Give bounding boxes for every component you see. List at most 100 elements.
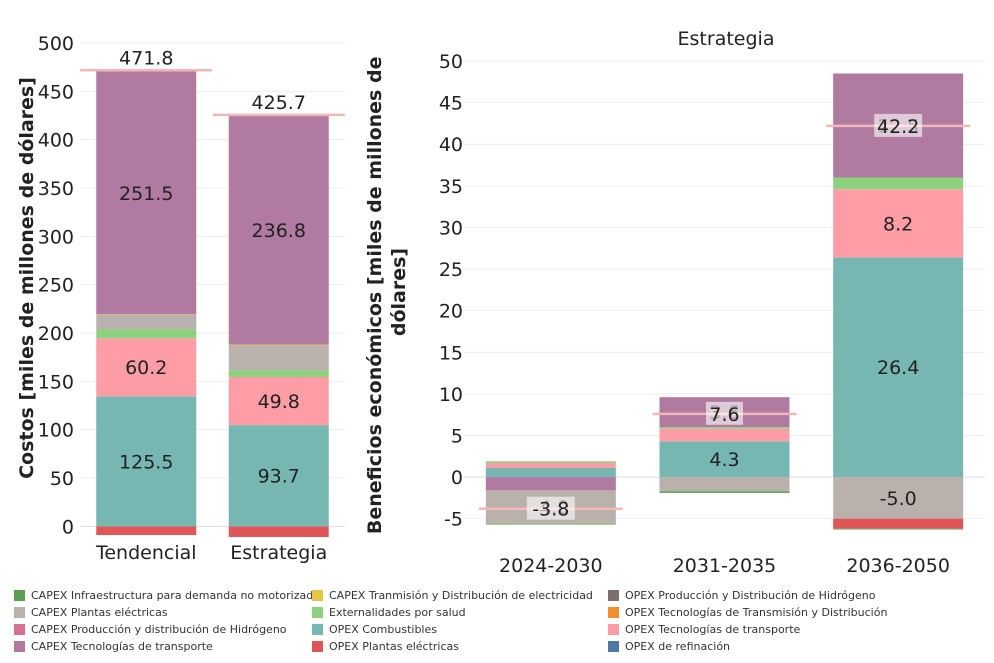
data-label: -5.0 (880, 488, 917, 510)
bar-segment-capex-tranmision-y-distribucion-de-electricidad (228, 344, 329, 346)
legend-item-capex-infraestructura-para-demanda-no-motorizada: CAPEX Infraestructura para demanda no mo… (14, 587, 320, 603)
legend-swatch (312, 623, 323, 635)
bar-segment-capex-tecnologias-de-transporte (485, 477, 616, 491)
x-category-label: 2031-2035 (673, 555, 777, 577)
y-tick-label: 50 (439, 51, 463, 73)
y-tick-label: 10 (439, 384, 463, 406)
data-label: 251.5 (119, 183, 173, 205)
bar-segment-capex-plantas-electricas (228, 345, 329, 371)
bar-segment-externalidades-por-salud (659, 427, 790, 429)
legend-label: CAPEX Plantas eléctricas (31, 605, 168, 619)
legend-swatch (14, 623, 25, 635)
legend-swatch (312, 589, 323, 601)
bar-segment-capex-infraestructura-para-demanda-no-motorizada (833, 528, 964, 530)
data-label: 93.7 (258, 466, 300, 488)
right-chart-title: Estrategia (678, 28, 775, 50)
legend-label: CAPEX Tranmisión y Distribución de elect… (329, 588, 593, 602)
bar-segment-opex-combustibles (96, 396, 197, 527)
bar-segment-capex-plantas-electricas (833, 477, 964, 519)
legend-label: CAPEX Infraestructura para demanda no mo… (31, 588, 320, 602)
bar-segment-opex-combustibles (659, 441, 790, 478)
total-label-bg (706, 401, 743, 425)
legend-label: OPEX Tecnologías de Transmisión y Distri… (625, 605, 888, 619)
y-tick-label: 25 (439, 259, 463, 281)
total-label-bg (526, 496, 575, 520)
left-y-axis-title: Costos [miles de millones de dólares] (16, 77, 38, 479)
legend-swatch (312, 640, 323, 652)
bar-segment-capex-tranmision-y-distribucion-de-electricidad (96, 314, 197, 315)
y-tick-label: 250 (38, 275, 74, 297)
y-tick-label: 20 (439, 301, 463, 323)
y-tick-label: 40 (439, 134, 463, 156)
total-label: 42.2 (877, 116, 919, 138)
bar-segment-opex-plantas-electricas (96, 526, 197, 536)
legend-swatch (608, 606, 619, 618)
total-label: 7.6 (709, 404, 739, 426)
bar-segment-externalidades-por-salud (96, 329, 197, 339)
bar-segment-capex-plantas-electricas (659, 477, 790, 492)
legend-swatch (608, 589, 619, 601)
bar-segment-externalidades-por-salud (228, 370, 329, 377)
legend-item-capex-tecnologias-de-transporte: CAPEX Tecnologías de transporte (14, 638, 213, 654)
bar-segment-opex-combustibles (228, 425, 329, 527)
legend-item-capex-produccion-y-distribucion-de-hidrogeno: CAPEX Producción y distribución de Hidró… (14, 621, 287, 637)
y-tick-label: 300 (38, 226, 74, 248)
data-label: 236.8 (252, 220, 306, 242)
y-tick-label: 350 (38, 178, 74, 200)
legend-label: OPEX de refinación (625, 639, 731, 653)
bar-segment-capex-infraestructura-para-demanda-no-motorizada (485, 523, 616, 525)
y-tick-label: 0 (451, 467, 463, 489)
bar-segment-opex-tecnologias-de-transporte (96, 338, 197, 397)
total-label: 471.8 (119, 47, 173, 69)
bar-segment-opex-tecnologias-de-transporte (659, 428, 790, 442)
data-label: 4.3 (709, 449, 739, 471)
legend: CAPEX Infraestructura para demanda no mo… (14, 587, 989, 657)
y-tick-label: 30 (439, 217, 463, 239)
legend-swatch (608, 623, 619, 635)
y-tick-label: 400 (38, 130, 74, 152)
legend-swatch (14, 606, 25, 618)
legend-swatch (608, 640, 619, 652)
y-tick-label: 5 (451, 425, 463, 447)
bar-segment-opex-tecnologias-de-transporte (833, 189, 964, 258)
x-category-label: Estrategia (230, 542, 327, 564)
bar-segment-opex-plantas-electricas (833, 518, 964, 529)
bar-segment-opex-tecnologias-de-transporte (485, 462, 616, 468)
x-category-label: 2024-2030 (499, 555, 603, 577)
total-label-bg (874, 113, 923, 137)
y-tick-label: 35 (439, 176, 463, 198)
data-label: 26.4 (877, 357, 919, 379)
legend-label: CAPEX Producción y distribución de Hidró… (31, 622, 287, 636)
bar-segment-opex-tecnologias-de-transporte (228, 376, 329, 426)
bar-segment-opex-combustibles (485, 467, 616, 478)
y-tick-label: 15 (439, 342, 463, 364)
y-tick-label: 50 (50, 468, 74, 490)
bar-segment-externalidades-por-salud (485, 461, 616, 463)
y-tick-label: 45 (439, 93, 463, 115)
bar-segment-capex-tecnologias-de-transporte (228, 115, 329, 345)
legend-item-opex-produccion-y-distribucion-de-hidrogeno: OPEX Producción y Distribución de Hidróg… (608, 587, 875, 603)
legend-item-opex-tecnologias-de-transmision-y-distribucion: OPEX Tecnologías de Transmisión y Distri… (608, 604, 887, 620)
bar-segment-capex-tecnologias-de-transporte (96, 71, 197, 315)
legend-item-opex-de-refinacion: OPEX de refinación (608, 638, 730, 654)
legend-swatch (312, 606, 323, 618)
y-tick-label: 0 (62, 516, 74, 538)
y-tick-label: 200 (38, 323, 74, 345)
x-category-label: 2036-2050 (846, 555, 950, 577)
legend-label: OPEX Combustibles (329, 622, 437, 636)
total-label: 425.7 (252, 92, 306, 114)
bar-segment-capex-plantas-electricas (96, 314, 197, 330)
total-label: -3.8 (532, 499, 569, 521)
legend-swatch (14, 640, 25, 652)
legend-item-externalidades-por-salud: Externalidades por salud (312, 604, 466, 620)
x-category-label: Tendencial (95, 542, 197, 564)
y-tick-label: 500 (38, 33, 74, 55)
bar-segment-capex-infraestructura-para-demanda-no-motorizada (659, 491, 790, 493)
legend-item-capex-plantas-electricas: CAPEX Plantas eléctricas (14, 604, 168, 620)
right-y-axis-title: Beneficios económicos [miles de millones… (364, 50, 410, 534)
y-tick-label: -5 (444, 509, 463, 531)
data-label: 49.8 (258, 391, 300, 413)
legend-label: OPEX Tecnologías de transporte (625, 622, 801, 636)
